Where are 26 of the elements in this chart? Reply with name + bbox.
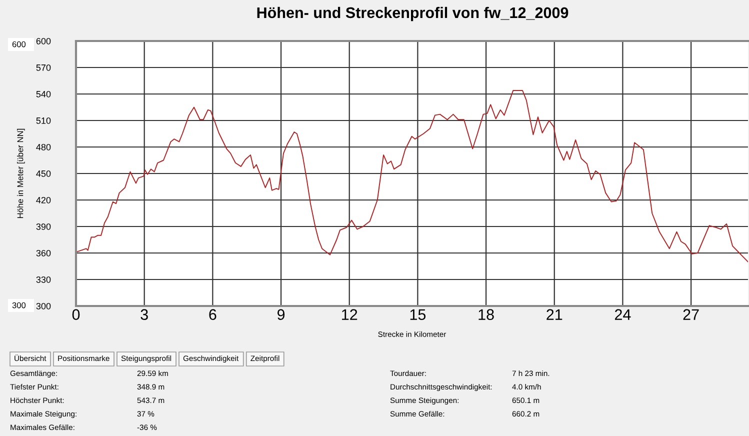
y-tick-label: 300 (36, 302, 51, 310)
x-tick-label: 18 (478, 309, 494, 320)
y-tick-label: 570 (36, 64, 51, 71)
text: 600 (12, 41, 26, 48)
line-series (76, 90, 748, 262)
y-tick-label: 390 (36, 223, 51, 230)
y-tick-label: 450 (36, 170, 51, 177)
x-tick-label: 0 (72, 309, 80, 320)
y-tick-label: 480 (36, 144, 51, 150)
chart-title: Höhen- und Streckenprofil von fw_12_2009 (257, 6, 568, 22)
x-tick-label: 3 (140, 309, 148, 320)
y-tick-label: 420 (36, 196, 51, 204)
y-tick-label: 360 (36, 250, 51, 256)
x-tick-label: 15 (410, 309, 426, 320)
x-tick-label: 6 (209, 309, 216, 320)
x-tick-label: 24 (614, 309, 631, 320)
x-tick-label: 21 (546, 309, 562, 320)
y-tick-label: 330 (36, 276, 51, 283)
y-axis-title: Höhe in Meter [über NN] (17, 128, 25, 218)
x-tick-label: 27 (683, 309, 699, 320)
y-tick-label: 600 (36, 38, 51, 44)
x-tick-label: 9 (277, 309, 285, 320)
y-tick-label: 540 (36, 90, 51, 98)
x-tick-label: 12 (342, 309, 358, 320)
y-tick-label: 510 (36, 117, 51, 124)
text: 300 (12, 302, 26, 308)
